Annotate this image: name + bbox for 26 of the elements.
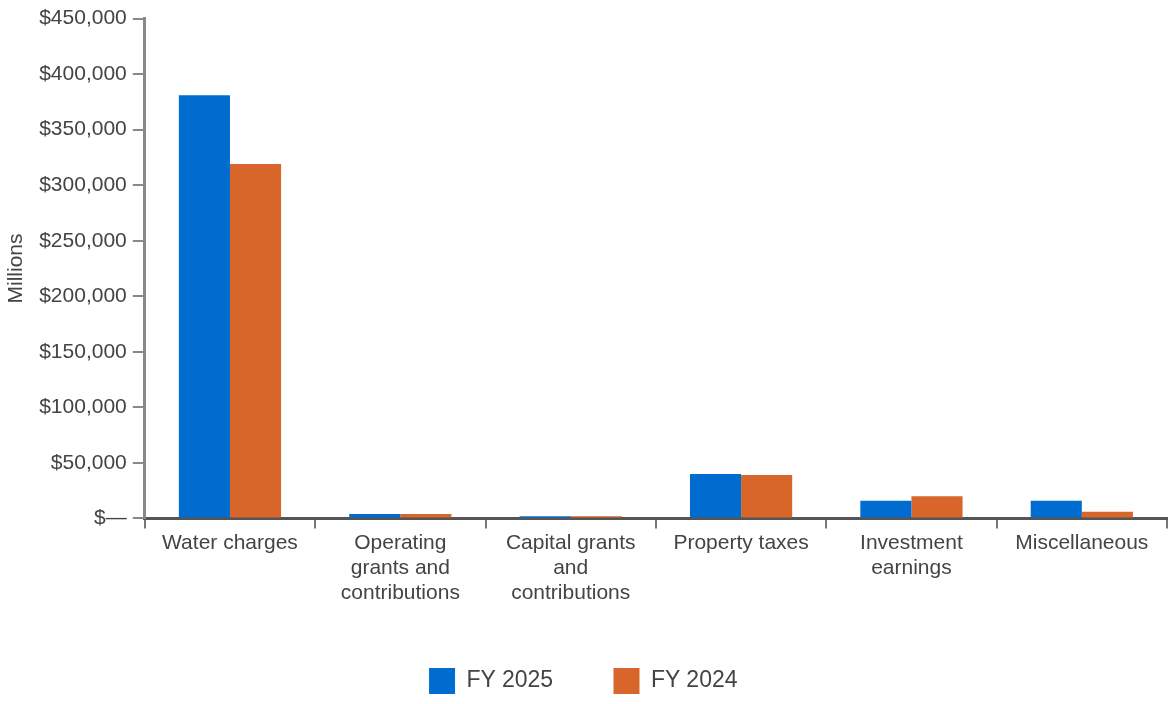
x-tick-label: Operating grants and contributions [340,529,460,604]
y-tick-label: $200,000 [39,283,127,307]
x-tick-label: Water charges [162,529,298,553]
bar [229,164,282,518]
legend-label: FY 2025 [466,666,554,693]
bar [689,473,742,518]
x-tick-label: Capital grants and contributions [505,529,636,604]
bar [860,500,912,518]
bar [911,496,963,518]
y-tick-label: $300,000 [39,172,127,195]
x-tick-label: Investment earnings [860,529,963,578]
y-tick-label: $400,000 [39,60,127,84]
y-tick-label: $— [94,505,127,529]
y-tick-label: $450,000 [39,5,127,29]
bar [741,475,793,518]
y-tick-label: $100,000 [39,394,127,418]
y-tick-label: $150,000 [39,338,127,362]
x-tick-label: Property taxes [673,529,809,553]
bar [178,95,230,518]
y-tick-label: $50,000 [50,449,127,473]
legend-label: FY 2024 [651,666,738,693]
y-tick-label: $250,000 [39,227,127,251]
y-axis-title: Millions [3,233,27,304]
x-tick-label: Miscellaneous [1015,529,1149,553]
y-tick-label: $350,000 [39,116,127,140]
bar [1030,500,1082,518]
